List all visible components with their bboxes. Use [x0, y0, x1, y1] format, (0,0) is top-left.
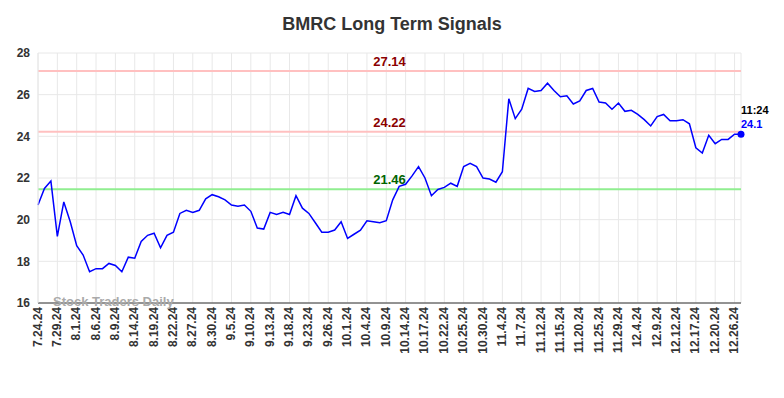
- html-text:Stock Traders Daily: Stock Traders Daily: [53, 294, 174, 309]
- svg-text:9.18.24: 9.18.24: [282, 307, 296, 347]
- svg-text:7.24.24: 7.24.24: [31, 307, 45, 347]
- svg-text:8.9.24: 8.9.24: [108, 307, 122, 341]
- svg-text:12.9.24: 12.9.24: [650, 307, 664, 347]
- svg-text:24.22: 24.22: [373, 115, 406, 130]
- svg-text:18: 18: [17, 255, 31, 269]
- svg-text:16: 16: [17, 296, 31, 310]
- svg-text:8.30.24: 8.30.24: [205, 307, 219, 347]
- svg-text:9.23.24: 9.23.24: [301, 307, 315, 347]
- svg-text:11:24: 11:24: [741, 104, 769, 116]
- svg-text:10.1.24: 10.1.24: [340, 307, 354, 347]
- svg-text:12.26.24: 12.26.24: [727, 307, 741, 354]
- svg-text:10.4.24: 10.4.24: [359, 307, 373, 347]
- svg-text:11.15.24: 11.15.24: [553, 307, 567, 353]
- svg-text:26: 26: [17, 88, 31, 102]
- svg-text:11.20.24: 11.20.24: [572, 307, 586, 353]
- svg-text:9.13.24: 9.13.24: [263, 307, 277, 347]
- svg-text:10.9.24: 10.9.24: [379, 307, 393, 347]
- svg-text:10.14.24: 10.14.24: [398, 307, 412, 354]
- svg-text:27.14: 27.14: [373, 54, 406, 69]
- svg-text:12.4.24: 12.4.24: [630, 307, 644, 347]
- svg-text:8.22.24: 8.22.24: [166, 307, 180, 347]
- svg-text:10.22.24: 10.22.24: [437, 307, 451, 354]
- svg-text:8.1.24: 8.1.24: [69, 307, 83, 341]
- svg-text:10.17.24: 10.17.24: [417, 307, 431, 354]
- svg-text:11.25.24: 11.25.24: [592, 307, 606, 353]
- svg-text:21.46: 21.46: [373, 172, 406, 187]
- svg-text:9.26.24: 9.26.24: [321, 307, 335, 347]
- svg-text:9.5.24: 9.5.24: [224, 307, 238, 341]
- svg-text:28: 28: [17, 46, 31, 60]
- svg-text:10.30.24: 10.30.24: [476, 307, 490, 354]
- svg-text:8.14.24: 8.14.24: [127, 307, 141, 347]
- svg-text:8.6.24: 8.6.24: [89, 307, 103, 341]
- svg-text:24.1: 24.1: [741, 118, 762, 130]
- svg-text:7.29.24: 7.29.24: [50, 307, 64, 347]
- svg-text:11.4.24: 11.4.24: [495, 307, 509, 347]
- svg-text:11.12.24: 11.12.24: [534, 307, 548, 353]
- svg-text:11.7.24: 11.7.24: [514, 307, 528, 347]
- svg-text:12.12.24: 12.12.24: [669, 307, 683, 354]
- svg-text:9.10.24: 9.10.24: [243, 307, 257, 347]
- svg-text:11.29.24: 11.29.24: [611, 307, 625, 353]
- svg-text:20: 20: [17, 213, 31, 227]
- svg-text:10.25.24: 10.25.24: [456, 307, 470, 354]
- svg-text:12.20.24: 12.20.24: [708, 307, 722, 354]
- svg-text:12.17.24: 12.17.24: [688, 307, 702, 354]
- html-text:BMRC Long Term Signals: BMRC Long Term Signals: [282, 14, 502, 34]
- svg-text:8.27.24: 8.27.24: [185, 307, 199, 347]
- svg-text:22: 22: [17, 171, 31, 185]
- svg-text:8.19.24: 8.19.24: [147, 307, 161, 347]
- svg-text:24: 24: [17, 130, 31, 144]
